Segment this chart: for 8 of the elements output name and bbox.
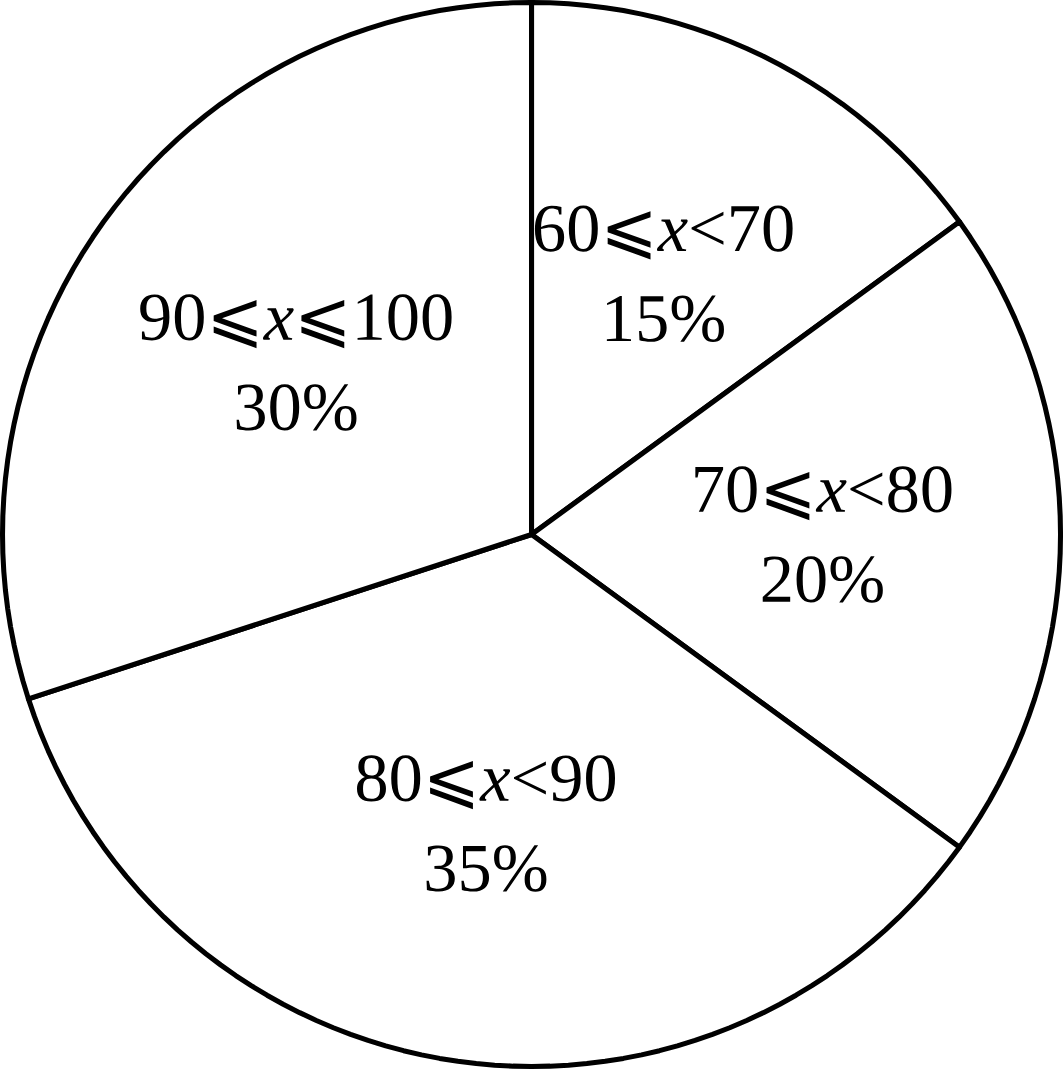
slice-label: 70⩽x<80 — [695, 466, 952, 521]
slice-label: 80⩽x<90 — [356, 755, 615, 810]
slice-label: 90⩽x⩽100 — [140, 294, 452, 349]
data-label: 30% — [236, 384, 357, 431]
slice-label: 60⩽x<70 — [534, 205, 793, 260]
data-label: 35% — [426, 845, 547, 892]
data-label: 20% — [762, 556, 883, 603]
data-label: 15% — [606, 295, 724, 343]
